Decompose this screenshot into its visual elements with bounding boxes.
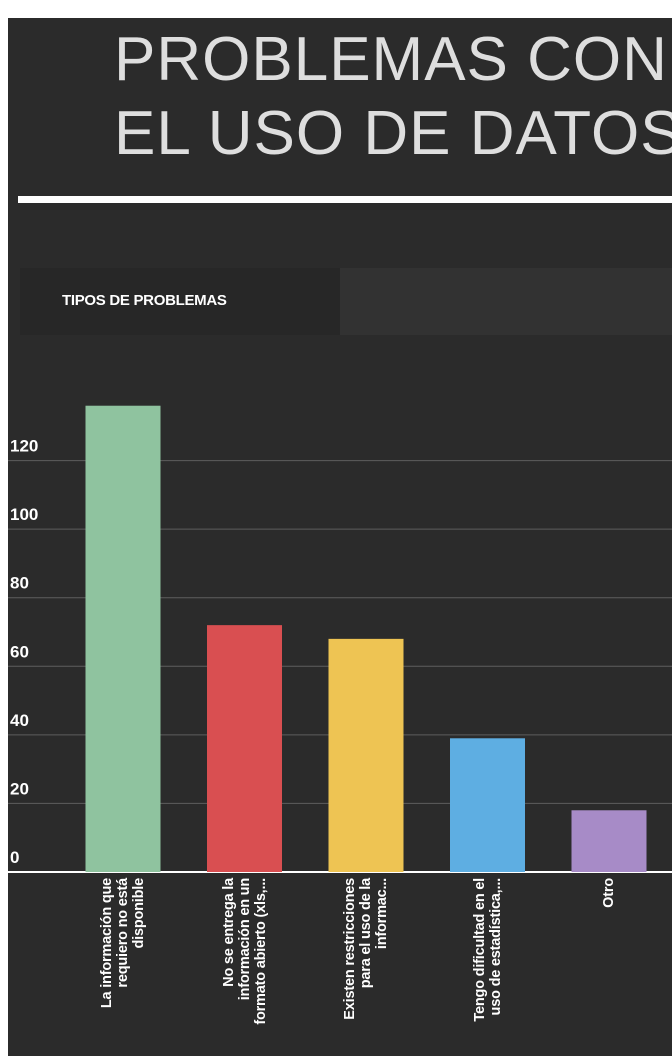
bar (328, 638, 404, 872)
bar (85, 405, 161, 872)
y-tick-label: 0 (10, 848, 19, 867)
x-tick-label: La información que requiero no está disp… (99, 878, 147, 1009)
x-tick-label: Otro (601, 878, 617, 908)
tab[interactable]: TIPOS DE PROBLEMAS (20, 268, 340, 335)
x-tick-label: Tengo dificultad en el uso de estadístic… (471, 878, 504, 1022)
x-tick-label: Existen restricciones para el uso de la … (342, 878, 390, 1020)
y-tick-label: 40 (10, 711, 29, 730)
y-tick-label: 20 (10, 779, 29, 798)
y-tick-label: 120 (10, 437, 38, 456)
x-tick-label: No se entrega la información en un forma… (220, 878, 269, 1025)
bar (450, 738, 525, 872)
bar (571, 810, 647, 872)
title-line: PROBLEMAS CON (114, 25, 668, 94)
y-tick-label: 80 (10, 574, 29, 593)
bar (207, 625, 282, 872)
divider (18, 196, 672, 203)
panel: PROBLEMAS CON EL USO DE DATOS TIPOS DE P… (8, 18, 672, 1056)
y-tick-label: 100 (10, 505, 38, 524)
y-tick-label: 60 (10, 642, 29, 661)
chart: 0 20 40 60 80 100 120 (8, 405, 672, 873)
title-line: EL USO DE DATOS (114, 99, 672, 168)
tab-label[interactable]: TIPOS DE PROBLEMAS (62, 292, 227, 309)
